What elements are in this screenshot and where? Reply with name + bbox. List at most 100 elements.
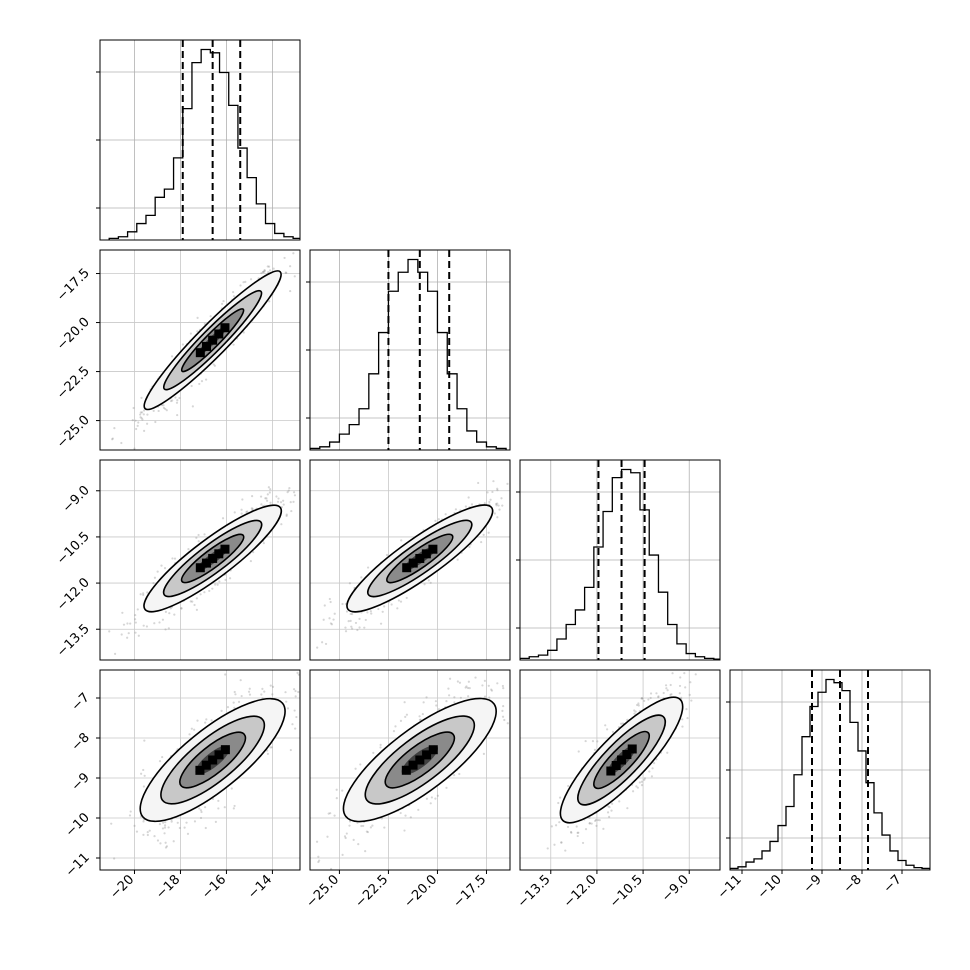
scatter-point — [474, 676, 477, 679]
scatter-point — [153, 576, 157, 579]
y-tick-label: −22.5 — [54, 364, 93, 403]
scatter-point — [260, 503, 263, 506]
scatter-point — [240, 512, 243, 515]
scatter-point — [199, 809, 203, 812]
scatter-point — [267, 486, 270, 489]
scatter-point — [161, 618, 165, 621]
scatter-point — [524, 487, 526, 489]
scatter-point — [490, 688, 493, 691]
scatter-point — [203, 533, 206, 536]
scatter-point — [666, 751, 669, 754]
density-core — [401, 765, 411, 775]
x-tick-label: −22.5 — [352, 872, 391, 911]
scatter-point — [594, 819, 597, 823]
scatter-point — [396, 607, 399, 610]
scatter-panel — [100, 250, 307, 450]
scatter-point — [293, 275, 296, 278]
scatter-point — [635, 785, 638, 788]
scatter-point — [363, 626, 366, 629]
scatter-point — [153, 834, 156, 838]
scatter-point — [606, 811, 610, 814]
scatter-point — [136, 424, 139, 427]
scatter-point — [383, 826, 386, 829]
scatter-point — [137, 421, 140, 424]
scatter-point — [140, 417, 143, 420]
scatter-point — [564, 849, 567, 852]
scatter-point — [445, 700, 448, 703]
scatter-point — [364, 850, 367, 853]
panel-frame — [99, 249, 301, 451]
scatter-point — [679, 676, 682, 679]
scatter-point — [131, 419, 134, 422]
scatter-point — [272, 267, 275, 270]
scatter-point — [210, 719, 213, 722]
scatter-point — [294, 727, 297, 730]
scatter-point — [670, 693, 673, 696]
scatter-point — [489, 498, 492, 501]
scatter-point — [506, 722, 509, 725]
scatter-point — [163, 566, 167, 570]
scatter-point — [163, 824, 167, 827]
scatter-point — [458, 772, 461, 776]
panel-frame — [99, 669, 301, 871]
scatter-point — [358, 626, 361, 629]
scatter-point — [282, 503, 285, 506]
x-tick-label: −16 — [199, 872, 229, 902]
scatter-point — [345, 610, 349, 613]
scatter-point — [447, 687, 450, 690]
scatter-point — [335, 788, 338, 791]
scatter-point — [495, 502, 498, 506]
scatter-point — [344, 630, 348, 633]
scatter-point — [434, 519, 437, 522]
scatter-point — [464, 505, 467, 508]
scatter-point — [536, 706, 538, 708]
scatter-point — [496, 682, 499, 685]
scatter-point — [159, 842, 162, 845]
histogram-panel — [100, 40, 300, 240]
scatter-point — [190, 384, 193, 388]
scatter-point — [557, 801, 560, 805]
scatter-point — [456, 558, 459, 561]
scatter-point — [122, 623, 126, 626]
y-tick-label: −25.0 — [54, 413, 93, 452]
scatter-point — [170, 399, 173, 403]
scatter-point — [405, 713, 409, 716]
scatter-point — [650, 775, 654, 778]
scatter-point — [399, 811, 402, 815]
scatter-point — [305, 496, 307, 498]
scatter-point — [233, 804, 236, 808]
y-tick-label: −11 — [63, 850, 93, 880]
scatter-point — [637, 702, 640, 705]
x-tick-label: −25.0 — [303, 872, 342, 911]
scatter-point — [640, 697, 643, 700]
scatter-point — [279, 501, 283, 504]
scatter-point — [423, 583, 426, 586]
scatter-point — [212, 363, 215, 366]
scatter-point — [664, 684, 668, 687]
scatter-point — [289, 265, 292, 268]
panel-frame — [309, 459, 511, 661]
scatter-point — [643, 777, 647, 780]
scatter-point — [120, 633, 123, 636]
scatter-point — [156, 839, 160, 842]
scatter-point — [291, 723, 294, 726]
scatter-point — [390, 603, 393, 606]
scatter-point — [558, 796, 562, 799]
scatter-point — [139, 593, 142, 596]
scatter-point — [633, 712, 636, 715]
scatter-point — [113, 652, 117, 655]
scatter-point — [285, 700, 288, 703]
scatter-point — [294, 695, 297, 698]
scatter-point — [379, 746, 382, 749]
scatter-point — [305, 267, 307, 269]
scatter-point — [198, 807, 201, 810]
scatter-point — [437, 708, 441, 711]
scatter-point — [178, 396, 181, 400]
scatter-point — [140, 396, 143, 399]
scatter-point — [245, 510, 248, 514]
scatter-point — [362, 824, 365, 828]
scatter-point — [513, 751, 515, 753]
scatter-point — [161, 827, 165, 830]
scatter-point — [250, 507, 253, 510]
scatter-point — [690, 662, 692, 664]
